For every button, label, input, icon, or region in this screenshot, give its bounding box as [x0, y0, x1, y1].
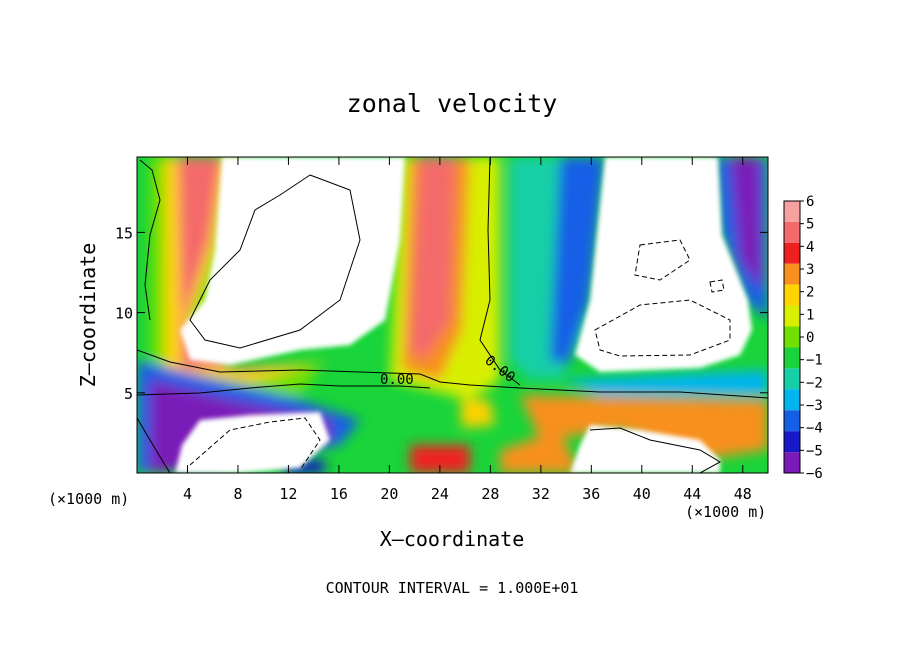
colorbar-swatch [784, 452, 800, 473]
y-axis-title: Z–coordinate [76, 243, 100, 388]
x-tick-label: 8 [233, 485, 242, 503]
colorbar-label: 1 [806, 307, 814, 323]
colorbar-swatch [784, 284, 800, 306]
contour-label-1: 0.00 [380, 372, 414, 388]
colorbar-label: −5 [806, 443, 823, 459]
colorbar-swatch [784, 242, 800, 264]
x-tick-label: 36 [582, 485, 600, 503]
x-tick-label: 16 [330, 485, 348, 503]
colorbar-label: −1 [806, 353, 823, 369]
x-tick-label: 48 [734, 485, 752, 503]
colorbar-label: 3 [806, 262, 814, 278]
colorbar-swatch [784, 305, 800, 327]
colorbar-swatch [784, 368, 800, 390]
contour-interval-note: CONTOUR INTERVAL = 1.000E+01 [326, 579, 579, 597]
x-tick-label: 32 [532, 485, 550, 503]
y-axis: 5 10 15 [115, 224, 768, 403]
x-tick-label: 4 [183, 485, 192, 503]
colorbar-swatch [784, 389, 800, 411]
plot-frame [136, 156, 769, 474]
x-tick-label: 12 [279, 485, 297, 503]
y-tick-label: 5 [124, 385, 133, 403]
colorbar-label: 6 [806, 194, 814, 210]
colorbar-swatch [784, 326, 800, 348]
x-tick-label: 28 [481, 485, 499, 503]
colorbar-swatch [784, 201, 800, 222]
heatmap-field: 0.00 0.00 [137, 157, 768, 473]
colorbar-label: 5 [806, 217, 814, 233]
colorbar-swatch [784, 347, 800, 369]
colorbar-swatch [784, 221, 800, 243]
x-axis-title: X–coordinate [380, 527, 525, 551]
x-tick-label: 20 [380, 485, 398, 503]
x-unit-label: (×1000 m) [685, 503, 766, 521]
colorbar-label: 2 [806, 285, 814, 301]
colorbar-label: 0 [806, 330, 814, 346]
y-tick-label: 10 [115, 305, 133, 323]
x-tick-label: 40 [633, 485, 651, 503]
x-axis: 4 8 12 16 20 24 28 32 36 40 44 48 [183, 157, 752, 503]
colorbar-label: −3 [806, 398, 823, 414]
chart-title: zonal velocity [347, 89, 558, 118]
colorbar-label: −6 [806, 466, 823, 482]
x-tick-label: 24 [431, 485, 449, 503]
colorbar-label: 4 [806, 239, 814, 255]
colorbar-swatch [784, 263, 800, 285]
y-tick-label: 15 [115, 224, 133, 242]
colorbar-swatch [784, 431, 800, 453]
colorbar-label: −2 [806, 375, 823, 391]
x-tick-label: 44 [683, 485, 701, 503]
y-unit-label: (×1000 m) [48, 490, 129, 508]
colorbar-swatch [784, 410, 800, 432]
colorbar: 6 5 4 3 2 1 0 −1 −2 −3 −4 −5 −6 [783, 194, 823, 482]
colorbar-label: −4 [806, 421, 823, 437]
